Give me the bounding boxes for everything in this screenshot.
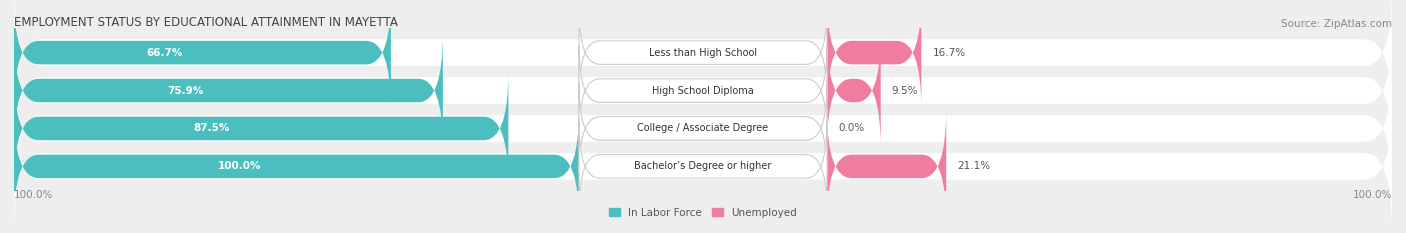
Text: High School Diploma: High School Diploma [652, 86, 754, 96]
FancyBboxPatch shape [14, 66, 1392, 191]
Legend: In Labor Force, Unemployed: In Labor Force, Unemployed [605, 203, 801, 222]
FancyBboxPatch shape [579, 121, 827, 212]
FancyBboxPatch shape [827, 34, 880, 147]
FancyBboxPatch shape [14, 0, 391, 109]
FancyBboxPatch shape [14, 110, 579, 223]
Text: 66.7%: 66.7% [146, 48, 183, 58]
FancyBboxPatch shape [827, 0, 921, 109]
FancyBboxPatch shape [14, 28, 1392, 153]
Text: 100.0%: 100.0% [1353, 190, 1392, 200]
Text: Bachelor’s Degree or higher: Bachelor’s Degree or higher [634, 161, 772, 171]
FancyBboxPatch shape [14, 72, 509, 185]
Text: 75.9%: 75.9% [167, 86, 204, 96]
Text: 21.1%: 21.1% [957, 161, 990, 171]
FancyBboxPatch shape [579, 45, 827, 136]
FancyBboxPatch shape [14, 34, 443, 147]
Text: Less than High School: Less than High School [650, 48, 756, 58]
FancyBboxPatch shape [579, 83, 827, 174]
Text: Source: ZipAtlas.com: Source: ZipAtlas.com [1281, 19, 1392, 29]
Text: EMPLOYMENT STATUS BY EDUCATIONAL ATTAINMENT IN MAYETTA: EMPLOYMENT STATUS BY EDUCATIONAL ATTAINM… [14, 16, 398, 29]
Text: 16.7%: 16.7% [932, 48, 966, 58]
Text: College / Associate Degree: College / Associate Degree [637, 123, 769, 134]
Text: 9.5%: 9.5% [891, 86, 918, 96]
Text: 87.5%: 87.5% [194, 123, 231, 134]
Text: 0.0%: 0.0% [838, 123, 865, 134]
FancyBboxPatch shape [579, 7, 827, 98]
Text: 100.0%: 100.0% [218, 161, 262, 171]
FancyBboxPatch shape [14, 104, 1392, 229]
Text: 100.0%: 100.0% [14, 190, 53, 200]
FancyBboxPatch shape [827, 110, 946, 223]
FancyBboxPatch shape [14, 0, 1392, 115]
